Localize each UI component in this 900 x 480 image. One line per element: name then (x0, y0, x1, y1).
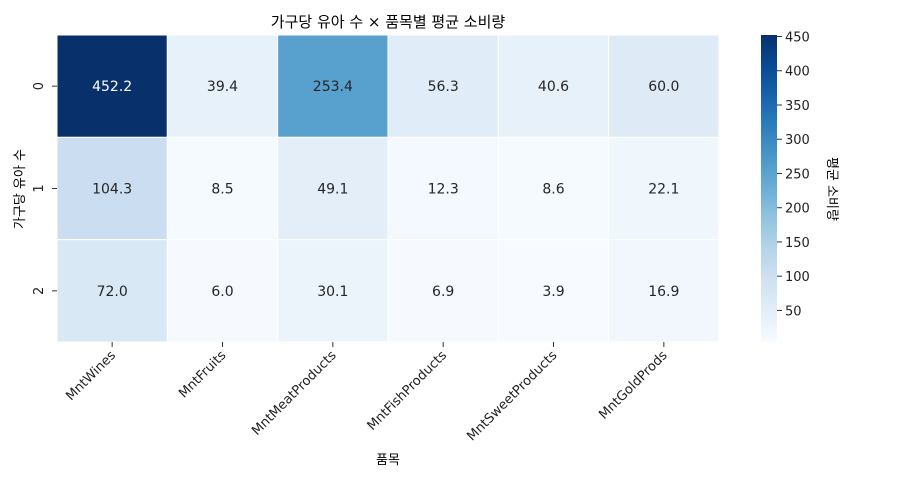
colorbar-tick-label: 350 (785, 99, 810, 114)
cell-value-label: 8.5 (211, 182, 233, 198)
x-tick-label: MntSweetProducts (464, 348, 560, 444)
x-axis-ticks: MntWines MntFruits MntMeatProducts MntFishP… (63, 342, 671, 444)
y-axis-label: 가구당 유아 수 (13, 149, 28, 229)
cell-value-label: 60.0 (648, 79, 679, 95)
cell-value-label: 72.0 (97, 284, 128, 300)
colorbar-tick-label: 250 (785, 167, 810, 182)
cell-value-label: 253.4 (313, 79, 353, 95)
y-tick-label: 1 (32, 184, 47, 192)
cell-value-label: 16.9 (648, 284, 679, 300)
cell-value-label: 39.4 (207, 79, 238, 95)
cell-value-label: 56.3 (428, 79, 459, 95)
x-axis-label: 품목 (376, 453, 400, 468)
heatmap-cell (166, 136, 279, 241)
x-tick-label: MntFruits (176, 348, 229, 401)
heatmap-cell (608, 136, 720, 241)
colorbar-tick-label: 300 (785, 133, 810, 148)
colorbar-tick-label: 200 (785, 202, 810, 217)
cell-value-label: 12.3 (428, 182, 459, 198)
cell-value-label: 40.6 (538, 79, 569, 95)
heatmap-cell (497, 34, 610, 138)
heatmap-cell (387, 136, 499, 241)
heatmap-value-labels: 452.2 39.4 253.4 56.3 40.6 60.0 104.3 8.5 49.1 12… (92, 79, 679, 300)
heatmap-cell (277, 239, 389, 343)
colorbar-tick-label: 400 (785, 65, 810, 80)
heatmap-cell (56, 239, 168, 343)
heatmap-cell (166, 239, 279, 343)
heatmap-cell (166, 34, 279, 138)
heatmap-cells (56, 34, 720, 343)
x-tick-label: MntWines (63, 348, 119, 404)
x-tick-label: MntGoldProds (596, 348, 670, 422)
chart-title: 가구당 유아 수 × 품목별 평균 소비량 (271, 13, 506, 31)
heatmap-cell (277, 34, 389, 138)
colorbar-tick-label: 50 (785, 304, 802, 319)
cell-value-label: 104.3 (92, 182, 132, 198)
cell-value-label: 452.2 (92, 79, 132, 95)
heatmap-cell (497, 239, 610, 343)
colorbar-tick-label: 150 (785, 236, 810, 251)
cell-value-label: 6.9 (432, 284, 454, 300)
heatmap-cell (387, 239, 499, 343)
heatmap-cell (608, 239, 720, 343)
y-tick-label: 0 (32, 82, 47, 90)
cell-value-label: 22.1 (648, 182, 679, 198)
heatmap-cell (56, 34, 168, 138)
x-tick-label: MntFishProducts (365, 348, 451, 434)
colorbar-ticks: 50 100 150 200 250 300 350 400 450 (777, 31, 810, 319)
y-tick-label: 2 (32, 287, 47, 295)
heatmap-cell (608, 34, 720, 138)
colorbar-label: 평균 소비량 (824, 157, 839, 221)
colorbar-tick-label: 450 (785, 31, 810, 46)
cell-value-label: 30.1 (317, 284, 348, 300)
y-axis-ticks: 0 1 2 (32, 82, 57, 295)
colorbar (761, 35, 777, 342)
x-tick-label: MntMeatProducts (249, 348, 340, 439)
cell-value-label: 49.1 (317, 182, 348, 198)
colorbar-tick-label: 100 (785, 270, 810, 285)
cell-value-label: 3.9 (542, 284, 564, 300)
heatmap-cell (387, 34, 499, 138)
cell-value-label: 8.6 (542, 182, 564, 198)
cell-value-label: 6.0 (211, 284, 233, 300)
